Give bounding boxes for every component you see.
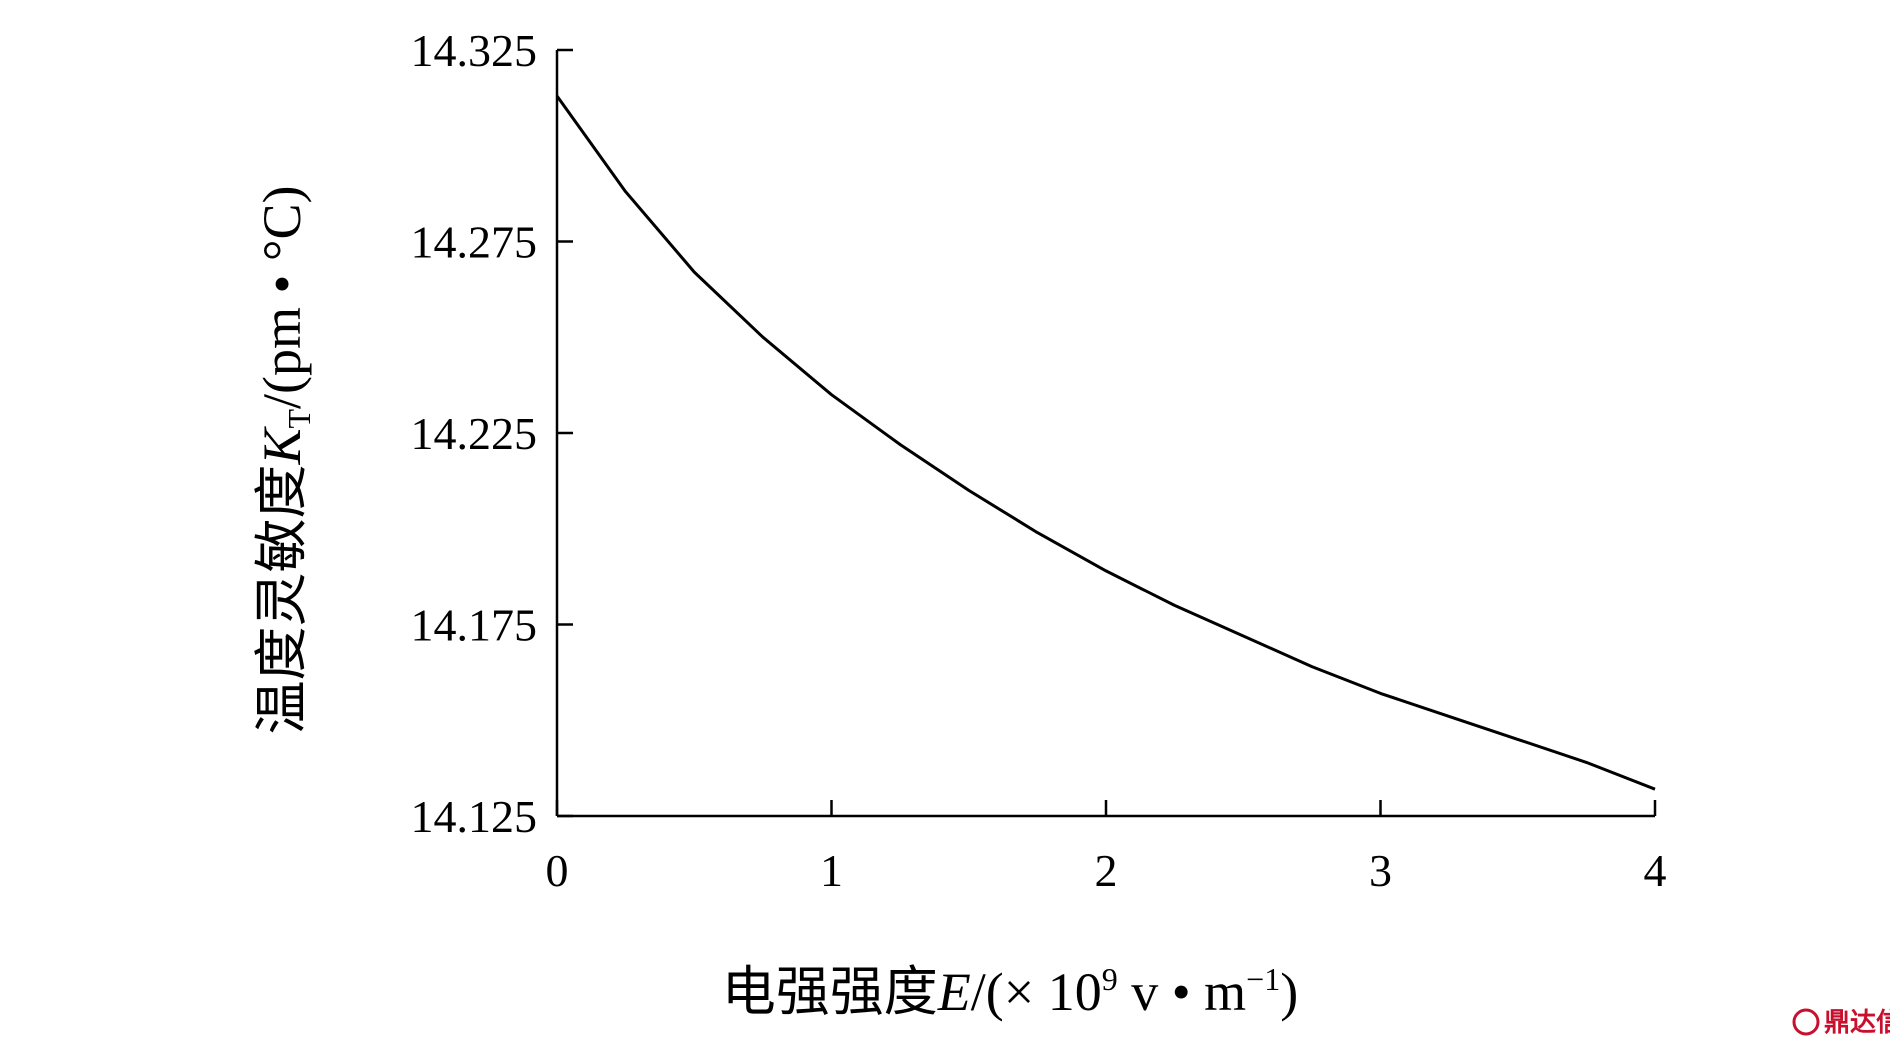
series-line xyxy=(555,95,1656,791)
x-axis-title: 电强强度E/(× 109 v • m−1) xyxy=(722,961,1298,1022)
x-tick-label: 4 xyxy=(1644,845,1667,896)
y-tick-label: 14.125 xyxy=(411,791,538,842)
y-tick-label: 14.325 xyxy=(411,25,538,76)
y-tick-label: 14.275 xyxy=(411,217,538,268)
x-tick-label: 3 xyxy=(1369,845,1392,896)
x-tick-label: 1 xyxy=(820,845,843,896)
y-tick-label: 14.175 xyxy=(411,600,538,651)
y-tick-label: 14.225 xyxy=(411,408,538,459)
ticks: 14.125 14.175 14.225 14.275 14.325 0 1 2 3 4 xyxy=(411,25,1667,896)
watermark-text: 鼎达信 xyxy=(1824,1008,1890,1038)
watermark: 鼎达信 xyxy=(1792,1008,1890,1038)
x-tick-label: 0 xyxy=(546,845,569,896)
axes xyxy=(555,50,1655,818)
series-layer xyxy=(555,95,1656,791)
watermark-logo-icon xyxy=(1792,1008,1820,1036)
x-tick-label: 2 xyxy=(1095,845,1118,896)
y-axis-title: 温度灵敏度KT/(pm • °C) xyxy=(252,185,317,734)
